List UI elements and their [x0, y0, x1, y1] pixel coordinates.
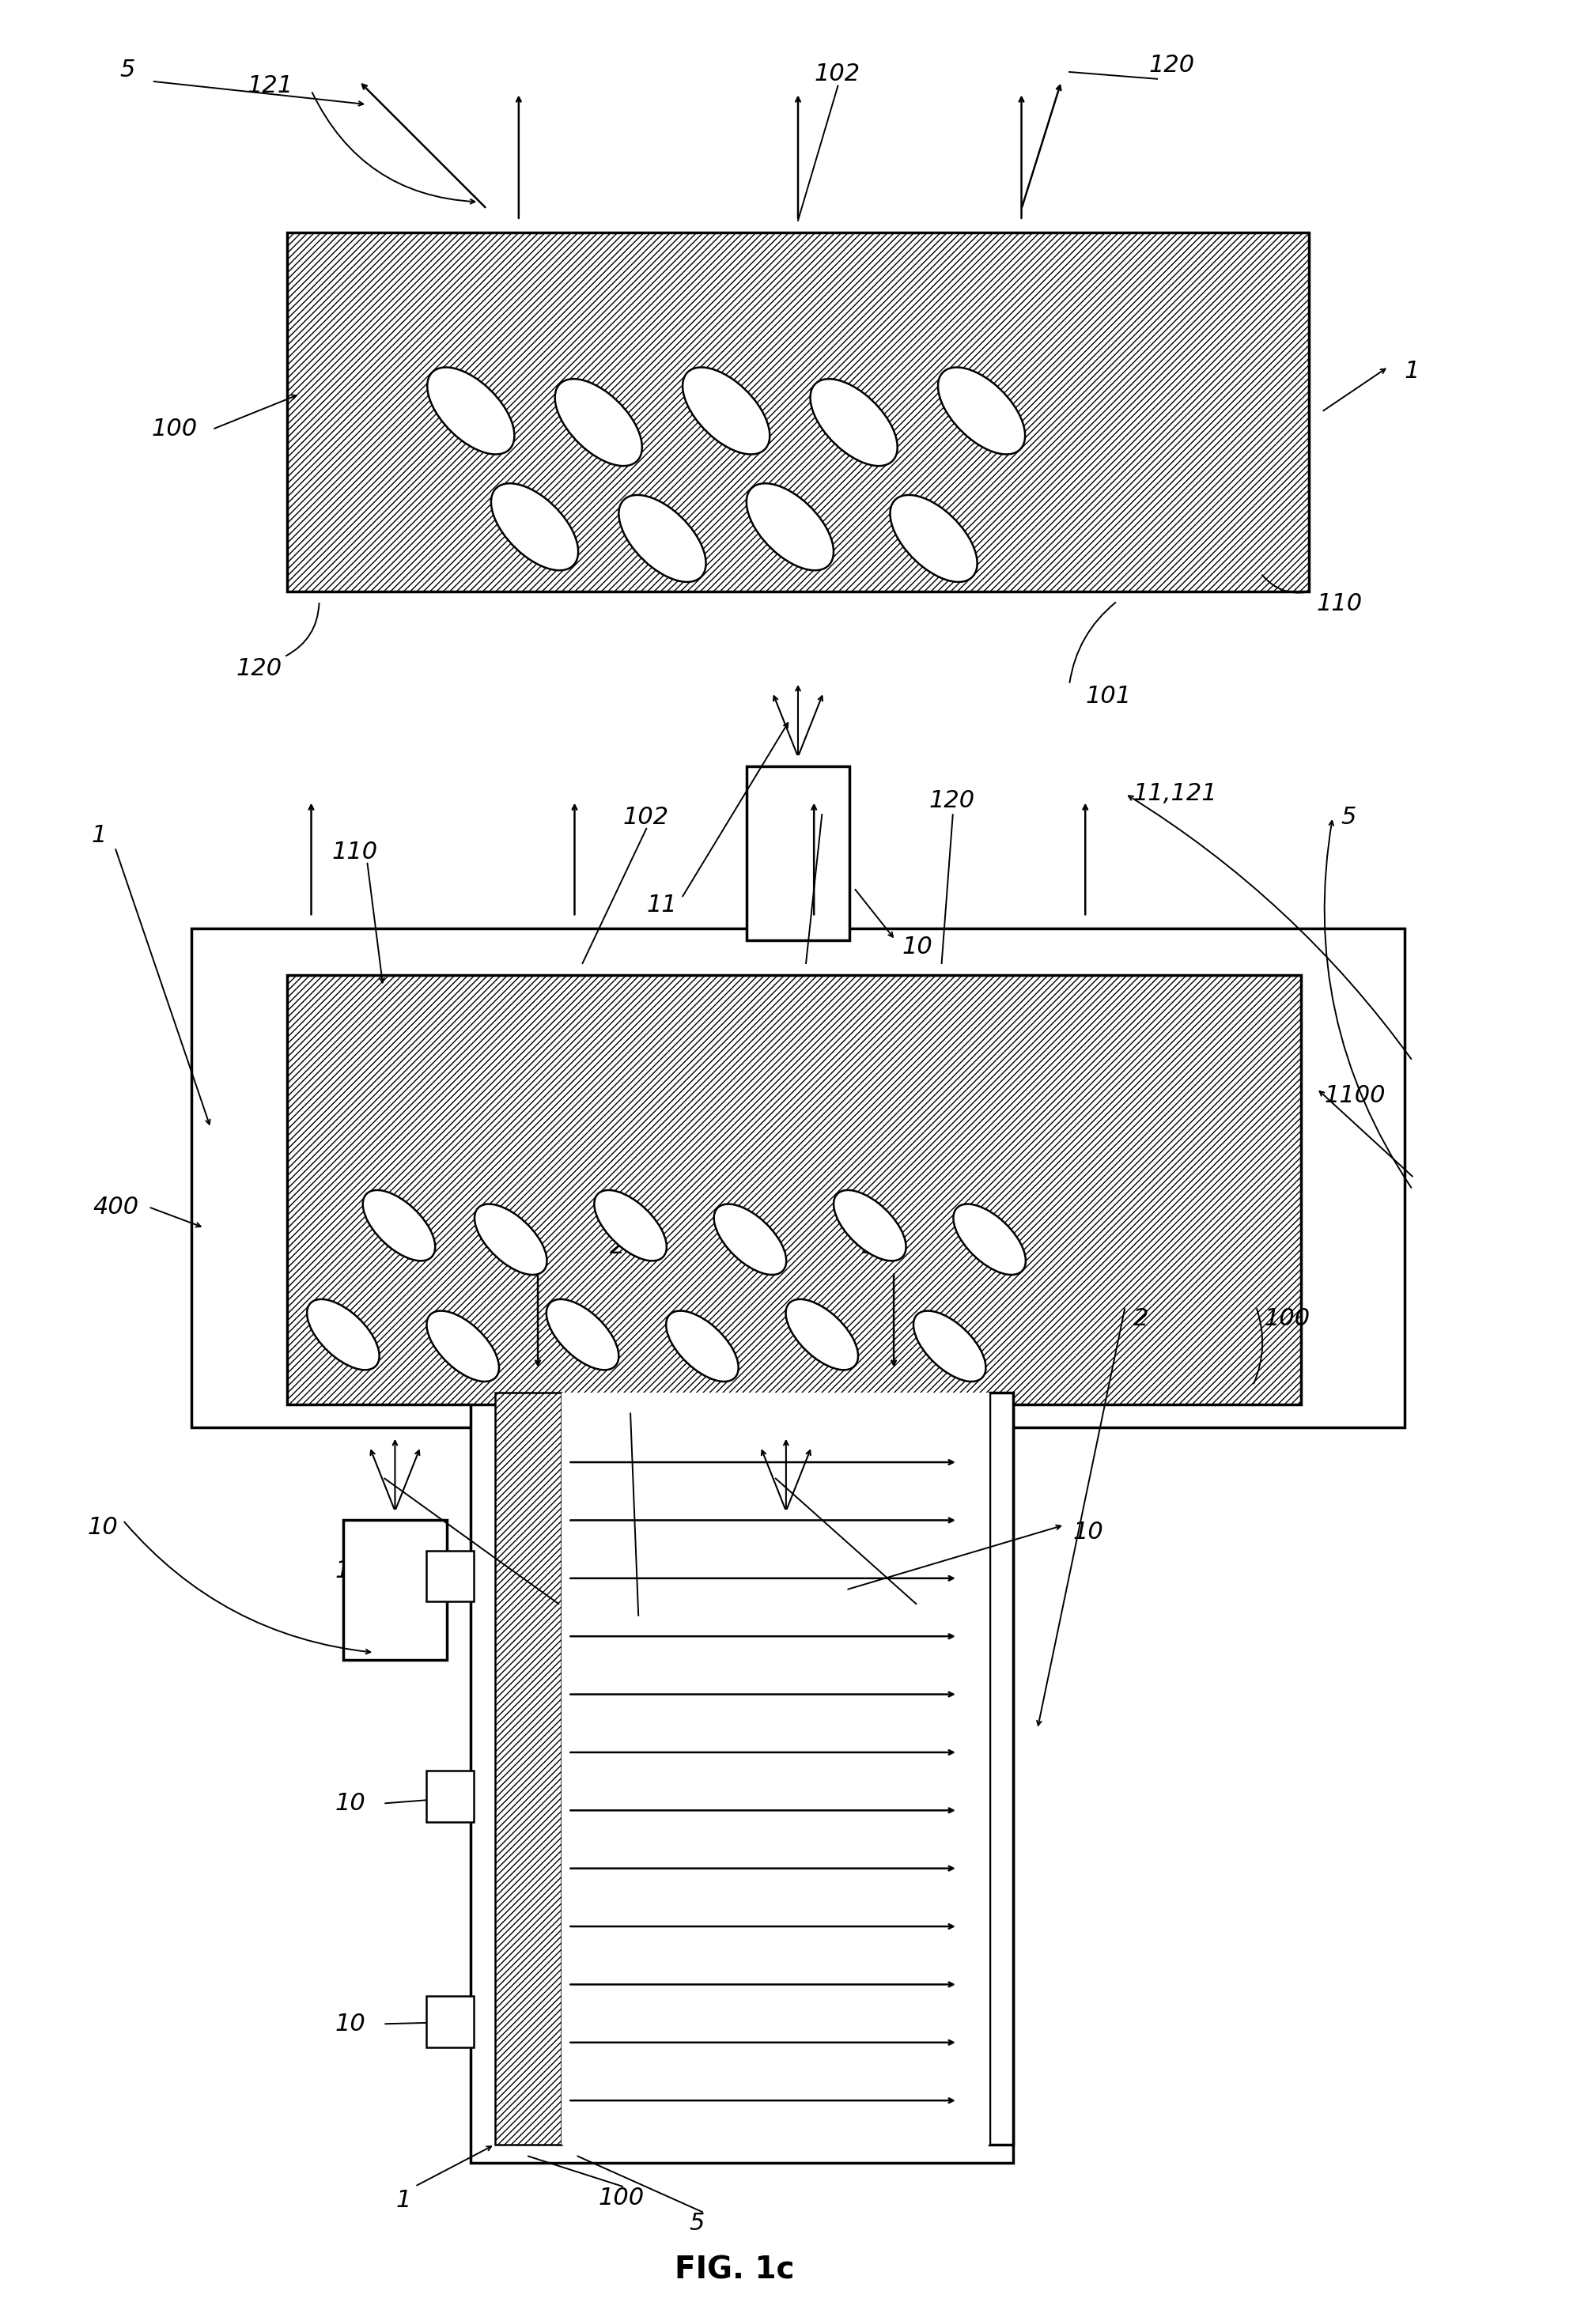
- Text: 110: 110: [1317, 592, 1363, 615]
- Text: 120: 120: [1149, 53, 1195, 77]
- Text: 11: 11: [530, 1601, 560, 1625]
- Ellipse shape: [428, 367, 514, 455]
- Ellipse shape: [938, 367, 1025, 455]
- Text: 10: 10: [88, 1516, 118, 1539]
- Ellipse shape: [713, 1205, 787, 1274]
- Text: 10: 10: [335, 1792, 365, 1815]
- Text: 121: 121: [247, 74, 294, 97]
- Bar: [747, 766, 849, 940]
- Bar: [426, 1771, 474, 1822]
- Ellipse shape: [594, 1191, 667, 1260]
- Text: 5: 5: [1341, 805, 1357, 829]
- Ellipse shape: [619, 494, 705, 583]
- Text: 11: 11: [897, 1601, 927, 1625]
- Bar: [495, 1393, 562, 2145]
- Ellipse shape: [546, 1300, 619, 1369]
- Ellipse shape: [953, 1205, 1026, 1274]
- Text: 11: 11: [646, 894, 677, 917]
- Text: FIG. 1c: FIG. 1c: [674, 2256, 795, 2284]
- Ellipse shape: [306, 1300, 380, 1369]
- Text: 101: 101: [1085, 685, 1132, 708]
- Text: 10: 10: [335, 1560, 365, 1583]
- Text: 200: 200: [610, 1235, 656, 1258]
- Text: FIG. 1a: FIG. 1a: [737, 1035, 859, 1063]
- Text: 5: 5: [120, 58, 136, 81]
- Text: 10: 10: [335, 2012, 365, 2036]
- Text: 102: 102: [814, 63, 860, 86]
- Bar: [426, 1550, 474, 1601]
- Text: 10: 10: [902, 935, 932, 959]
- Bar: [287, 975, 1301, 1404]
- Ellipse shape: [833, 1191, 907, 1260]
- Text: 100: 100: [598, 2186, 645, 2210]
- Ellipse shape: [666, 1311, 739, 1381]
- Bar: [343, 1520, 447, 1660]
- Ellipse shape: [426, 1311, 500, 1381]
- Text: 101: 101: [614, 1613, 661, 1636]
- Ellipse shape: [785, 1300, 859, 1369]
- Bar: [287, 232, 1309, 592]
- Text: 10: 10: [1073, 1520, 1103, 1543]
- Text: 102: 102: [622, 805, 669, 829]
- Bar: [562, 1393, 990, 2145]
- Text: 121: 121: [798, 789, 844, 812]
- Text: 110: 110: [332, 840, 378, 863]
- Ellipse shape: [683, 367, 769, 455]
- Bar: [990, 1393, 1013, 2145]
- Ellipse shape: [913, 1311, 986, 1381]
- Text: 300: 300: [862, 1235, 908, 1258]
- Text: 120: 120: [236, 657, 282, 680]
- Text: 1: 1: [91, 824, 107, 847]
- Text: FIG. 1b: FIG. 1b: [736, 1722, 860, 1750]
- Text: 400: 400: [93, 1195, 139, 1219]
- Ellipse shape: [891, 494, 977, 583]
- Text: 100: 100: [152, 418, 198, 441]
- Text: 100: 100: [1264, 1307, 1310, 1330]
- Text: 1100: 1100: [1325, 1084, 1385, 1107]
- Ellipse shape: [811, 378, 897, 467]
- Ellipse shape: [474, 1205, 547, 1274]
- Ellipse shape: [555, 378, 642, 467]
- Bar: [426, 1996, 474, 2047]
- Ellipse shape: [492, 483, 578, 571]
- Ellipse shape: [747, 483, 833, 571]
- Ellipse shape: [362, 1191, 436, 1260]
- Text: 5: 5: [689, 2212, 705, 2235]
- Text: 1: 1: [1404, 360, 1420, 383]
- Bar: [471, 1374, 1013, 2163]
- Text: 1: 1: [396, 2189, 412, 2212]
- Bar: [192, 928, 1404, 1427]
- Text: 120: 120: [929, 789, 975, 812]
- Bar: [734, 1520, 838, 1660]
- Text: 11,121: 11,121: [1133, 782, 1218, 805]
- Text: 2: 2: [1133, 1307, 1149, 1330]
